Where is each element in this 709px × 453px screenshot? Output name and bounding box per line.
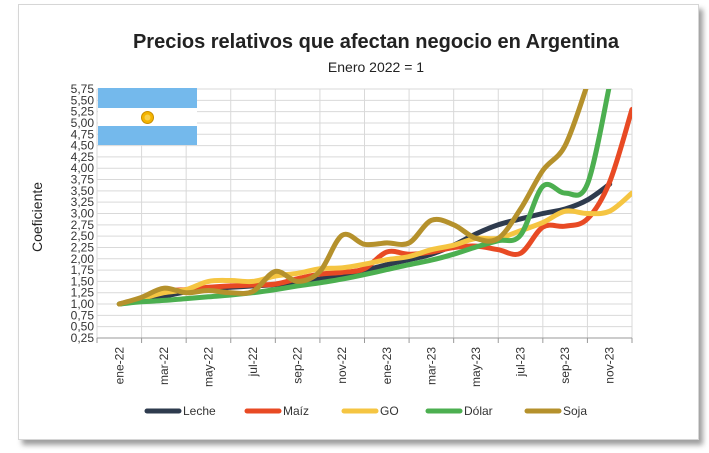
y-axis-label: Coeficiente: [29, 182, 45, 252]
x-tick-label: mar-23: [424, 347, 438, 385]
y-tick-label: 4,00: [71, 161, 95, 175]
y-tick-label: 5,75: [71, 82, 95, 96]
y-tick-label: 5,25: [71, 105, 95, 119]
argentina-flag-image: [98, 88, 197, 145]
y-tick-label: 5,00: [71, 116, 95, 130]
series-line-maiz: [116, 106, 632, 307]
x-tick-label: may-23: [469, 347, 483, 387]
y-tick-label: 3,75: [71, 173, 95, 187]
series-line-go: [116, 190, 632, 307]
x-tick-label: may-22: [201, 347, 215, 387]
x-tick-label: jul-22: [246, 347, 260, 378]
legend-label-maiz: Maíz: [283, 404, 309, 418]
y-tick-label: 0,25: [71, 331, 95, 345]
legend-label-leche: Leche: [183, 404, 216, 418]
y-tick-label: 0,50: [71, 320, 95, 334]
y-tick-label: 4,50: [71, 139, 95, 153]
x-tick-label: mar-22: [157, 347, 171, 385]
legend-label-go: GO: [380, 404, 399, 418]
x-tick-label: sep-22: [291, 347, 305, 384]
y-tick-label: 0,75: [71, 308, 95, 322]
x-tick-label: nov-23: [603, 347, 617, 384]
x-tick-label: jul-23: [514, 347, 528, 378]
y-tick-label: 1,25: [71, 286, 95, 300]
y-tick-label: 3,50: [71, 184, 95, 198]
x-tick-label: sep-23: [558, 347, 572, 384]
y-tick-label: 5,50: [71, 93, 95, 107]
gridlines: [96, 88, 633, 343]
y-tick-label: 4,75: [71, 127, 95, 141]
line-chart: Precios relativos que afectan negocio en…: [29, 31, 633, 418]
x-tick-labels: ene-22 mar-22 may-22 jul-22 sep-22 nov-22 ene-…: [112, 347, 616, 387]
y-tick-label: 2,75: [71, 218, 95, 232]
y-tick-label: 3,00: [71, 207, 95, 221]
series-lines: [116, 89, 632, 307]
y-tick-label: 1,50: [71, 274, 95, 288]
y-tick-label: 1,75: [71, 263, 95, 277]
x-tick-label: nov-22: [335, 347, 349, 384]
y-tick-label: 2,25: [71, 240, 95, 254]
series-line-soja: [116, 89, 589, 307]
legend: Leche Maíz GO Dólar Soja: [144, 404, 587, 418]
y-tick-label: 1,00: [71, 297, 95, 311]
x-tick-label: ene-22: [112, 347, 126, 385]
legend-label-soja: Soja: [563, 404, 587, 418]
y-tick-label: 2,50: [71, 229, 95, 243]
y-tick-label: 3,25: [71, 195, 95, 209]
series-line-dolar: [116, 89, 612, 307]
y-tick-label: 2,00: [71, 252, 95, 266]
x-tick-label: ene-23: [380, 347, 394, 385]
chart-subtitle: Enero 2022 = 1: [328, 59, 424, 75]
y-tick-labels: 0,250,500,751,001,251,501,752,002,252,50…: [71, 82, 95, 345]
chart-title: Precios relativos que afectan negocio en…: [133, 31, 620, 53]
legend-label-dolar: Dólar: [464, 404, 493, 418]
chart-card: Precios relativos que afectan negocio en…: [18, 4, 699, 440]
y-tick-label: 4,25: [71, 150, 95, 164]
